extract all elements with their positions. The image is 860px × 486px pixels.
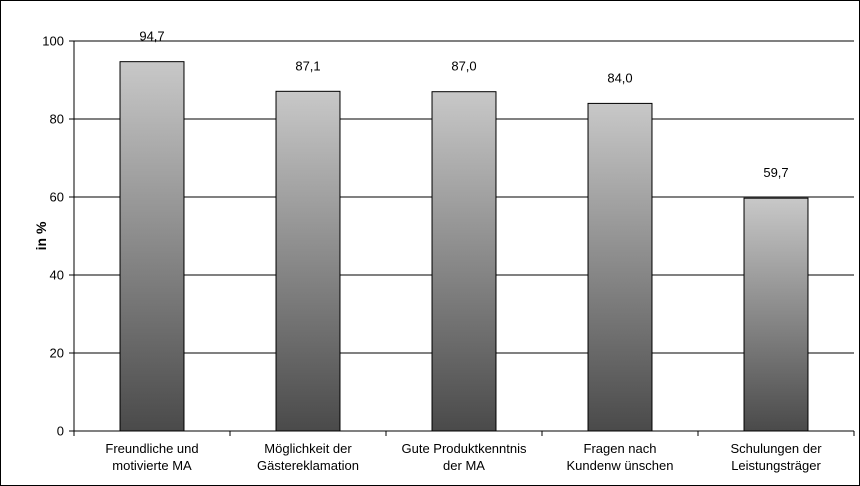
bar bbox=[431, 91, 497, 432]
y-axis-title: in % bbox=[33, 221, 49, 250]
y-tick-label: 100 bbox=[42, 34, 64, 49]
y-tick-label: 0 bbox=[57, 424, 64, 439]
x-category-label: Kundenw ünschen bbox=[567, 458, 674, 473]
labels: 0 20 40 60 80 100 94,7 Freundliche und motiviert… bbox=[42, 29, 822, 473]
bar bbox=[587, 102, 653, 432]
data-label: 94,7 bbox=[139, 29, 164, 44]
bars bbox=[119, 61, 809, 432]
data-label: 59,7 bbox=[763, 165, 788, 180]
bar bbox=[743, 197, 809, 432]
x-category-label: der MA bbox=[443, 458, 485, 473]
x-category-label: Möglichkeit der bbox=[264, 441, 352, 456]
x-category-label: Schulungen der bbox=[730, 441, 822, 456]
data-label: 84,0 bbox=[607, 70, 632, 85]
x-category-label: Gute Produktkenntnis bbox=[401, 441, 527, 456]
x-category-label: Fragen nach bbox=[584, 441, 657, 456]
y-tick-label: 20 bbox=[50, 346, 64, 361]
y-tick-label: 60 bbox=[50, 190, 64, 205]
bar bbox=[119, 61, 185, 432]
x-category-label: motivierte MA bbox=[112, 458, 192, 473]
x-category-label: Gästereklamation bbox=[257, 458, 359, 473]
data-label: 87,1 bbox=[295, 58, 320, 73]
x-category-label: Leistungsträger bbox=[731, 458, 821, 473]
y-tick-label: 40 bbox=[50, 268, 64, 283]
bar bbox=[275, 90, 341, 432]
x-category-label: Freundliche und bbox=[105, 441, 198, 456]
data-label: 87,0 bbox=[451, 59, 476, 74]
y-tick-label: 80 bbox=[50, 112, 64, 127]
